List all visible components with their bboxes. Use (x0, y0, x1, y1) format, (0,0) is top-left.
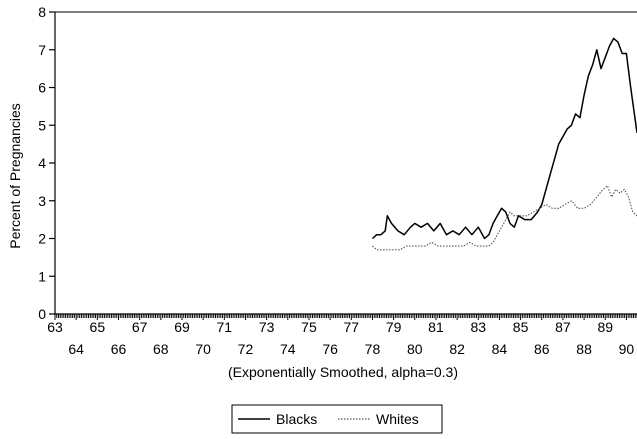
legend: Blacks Whites (231, 404, 443, 434)
series-line-whites (372, 185, 637, 251)
y-tick-label: 0 (38, 306, 46, 322)
x-tick-label-top: 85 (513, 319, 529, 335)
y-tick-label: 2 (38, 231, 46, 247)
y-tick-label: 4 (38, 155, 46, 171)
x-tick-label-top: 81 (428, 319, 444, 335)
x-tick-label-bottom: 70 (195, 341, 211, 357)
x-tick-label-bottom: 78 (365, 341, 381, 357)
y-tick-label: 1 (38, 268, 46, 284)
x-tick-label-bottom: 72 (238, 341, 254, 357)
x-tick-label-bottom: 84 (492, 341, 508, 357)
x-tick-label-top: 63 (47, 319, 63, 335)
x-tick-label-bottom: 68 (153, 341, 169, 357)
series-line-blacks (371, 37, 637, 240)
y-tick-label: 3 (38, 193, 46, 209)
x-tick-label-top: 67 (132, 319, 148, 335)
x-axis-title: (Exponentially Smoothed, alpha=0.3) (228, 364, 458, 380)
x-tick-label-bottom: 88 (576, 341, 592, 357)
x-tick-label-bottom: 80 (407, 341, 423, 357)
y-tick-label: 7 (38, 42, 46, 58)
x-tick-label-top: 79 (386, 319, 402, 335)
x-tick-label-top: 69 (174, 319, 190, 335)
x-tick-label-top: 71 (217, 319, 233, 335)
y-tick-label: 5 (38, 117, 46, 133)
x-tick-label-top: 75 (301, 319, 317, 335)
y-tick-label: 6 (38, 80, 46, 96)
x-tick-label-top: 65 (90, 319, 106, 335)
x-tick-label-bottom: 64 (68, 341, 84, 357)
x-tick-label-top: 77 (344, 319, 360, 335)
legend-label-blacks: Blacks (276, 411, 317, 427)
y-tick-label: 8 (38, 4, 46, 20)
x-tick-label-bottom: 90 (619, 341, 635, 357)
x-tick-label-bottom: 82 (449, 341, 465, 357)
axes (54, 11, 637, 315)
x-tick-label-bottom: 76 (322, 341, 338, 357)
x-tick-label-top: 83 (470, 319, 486, 335)
x-tick-label-bottom: 74 (280, 341, 296, 357)
legend-box (231, 404, 443, 434)
x-tick-label-top: 87 (555, 319, 571, 335)
y-tick-labels: 0 1 2 3 4 5 6 7 8 (38, 4, 46, 322)
x-tick-labels: 63 65 67 69 71 73 75 77 79 81 83 85 87 89 64 66 68 70 72 74… (47, 319, 634, 357)
x-tick-label-top: 73 (259, 319, 275, 335)
ticks (49, 11, 637, 320)
x-tick-label-bottom: 66 (111, 341, 127, 357)
y-axis-title: Percent of Pregnancies (7, 103, 23, 249)
series-lines (371, 37, 637, 251)
legend-label-whites: Whites (376, 411, 419, 427)
x-tick-label-bottom: 86 (534, 341, 550, 357)
x-tick-label-top: 89 (597, 319, 613, 335)
